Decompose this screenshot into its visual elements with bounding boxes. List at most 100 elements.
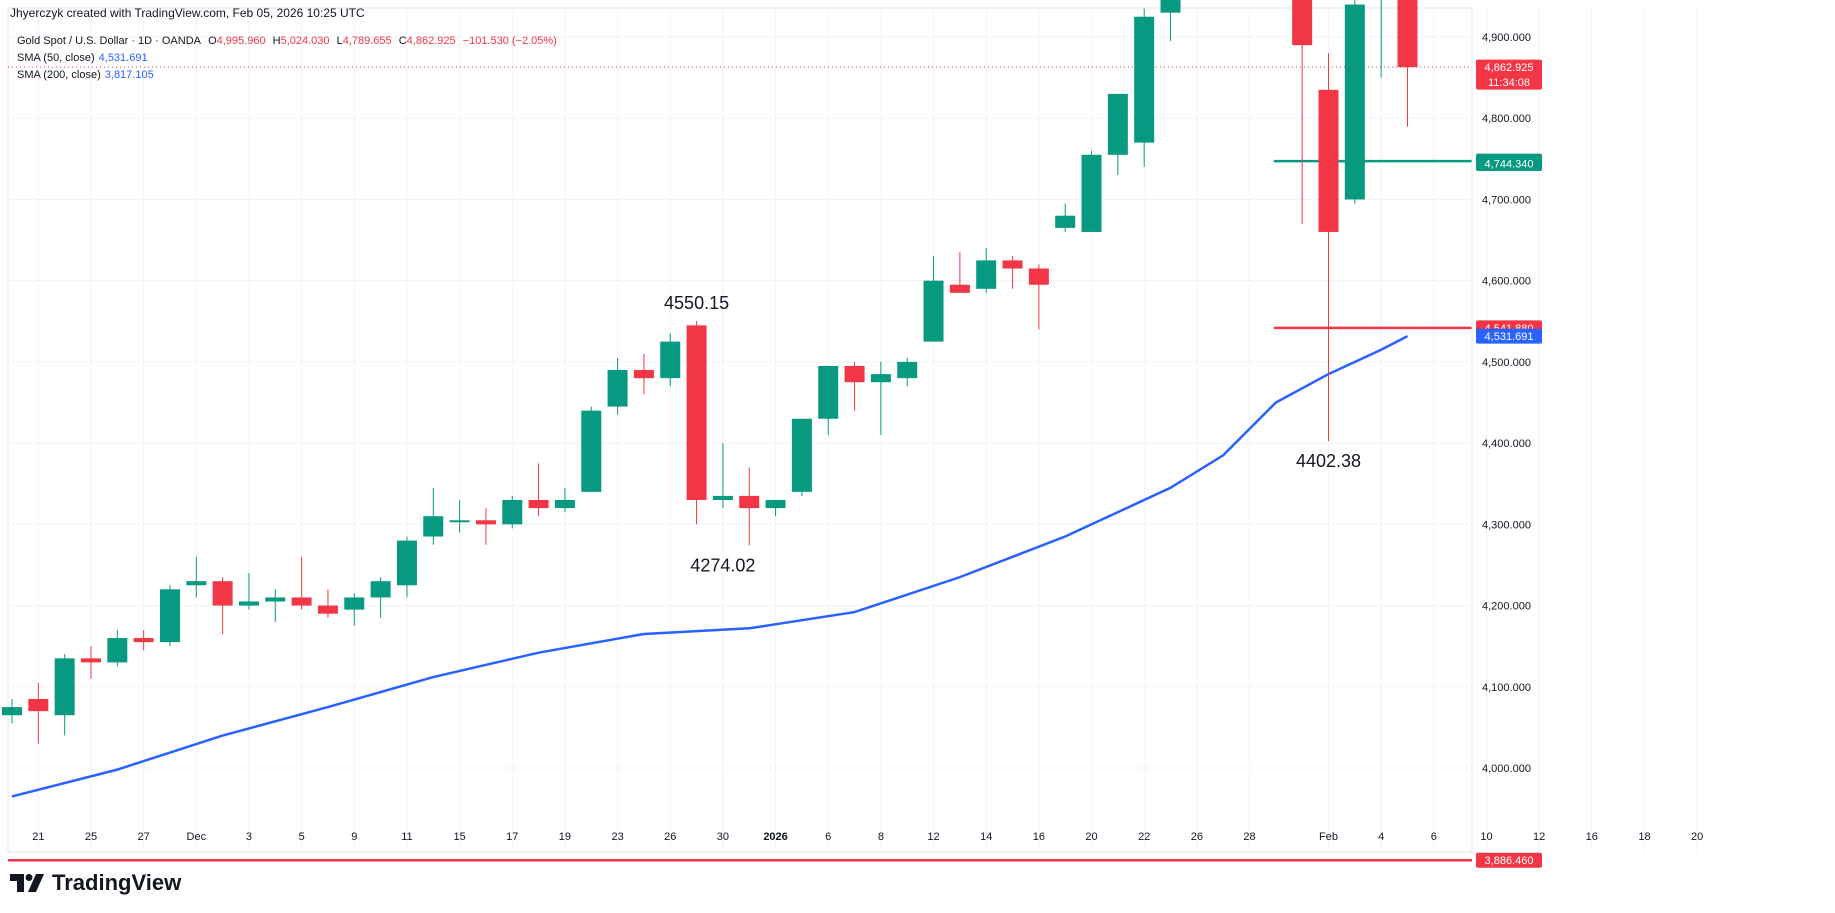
time-tick-label: 27 <box>138 831 150 843</box>
sma-50-line <box>11 335 1409 798</box>
time-tick-label: 26 <box>1191 831 1203 843</box>
time-tick-label: 12 <box>1533 831 1545 843</box>
candle-body <box>1344 4 1365 200</box>
candle-up <box>344 593 365 626</box>
legend-sma200-row[interactable]: SMA (200, close) 3,817.105 <box>17 67 561 84</box>
price-annotation: 4274.02 <box>690 555 755 575</box>
candle-up <box>1055 203 1076 232</box>
price-tag: 4,744.340 <box>1476 155 1542 171</box>
time-tick-label: 28 <box>1243 831 1255 843</box>
candle-body <box>686 325 707 500</box>
time-tick-label: 11 <box>401 831 412 843</box>
price-tick-label: 4,100.000 <box>1482 682 1531 694</box>
candle-body <box>712 495 733 500</box>
price-tick-label: 4,400.000 <box>1482 438 1531 450</box>
candle-body <box>370 581 391 598</box>
low-label: L <box>336 35 343 47</box>
horizontal-levels <box>8 66 1472 862</box>
time-tick-label: 2026 <box>763 831 787 843</box>
symbol-title[interactable]: Gold Spot / U.S. Dollar · 1D · OANDA <box>17 35 201 47</box>
open-label: O <box>208 35 217 47</box>
candle-down <box>1397 0 1418 127</box>
candle-down <box>686 321 707 525</box>
candle-body <box>1318 89 1339 232</box>
candle-down <box>80 646 101 679</box>
price-tick-label: 4,700.000 <box>1482 194 1531 206</box>
time-tick-label: 20 <box>1085 831 1097 843</box>
candle-up <box>238 573 259 610</box>
sma-50-path <box>11 335 1409 798</box>
candle-body <box>1002 260 1023 269</box>
time-tick-label: Dec <box>187 831 207 843</box>
price-tag-bg <box>1476 59 1542 90</box>
time-tick-label: 6 <box>1431 831 1437 843</box>
price-tick-label: 4,300.000 <box>1482 519 1531 531</box>
tradingview-brand[interactable]: TradingView <box>10 870 181 896</box>
candle-body <box>159 589 180 643</box>
chart-grid <box>7 7 1698 853</box>
candle-body <box>528 499 549 509</box>
time-tick-label: 19 <box>559 831 571 843</box>
plot-frame <box>7 7 1473 853</box>
candle-body <box>107 638 128 663</box>
candle-up <box>554 487 575 513</box>
candle-up <box>1160 0 1181 42</box>
price-tag-bg <box>1476 852 1542 868</box>
candle-up <box>1344 0 1365 204</box>
candle-body <box>607 370 628 407</box>
candle-up <box>107 629 128 667</box>
candle-up <box>818 365 839 435</box>
legend-sma50-row[interactable]: SMA (50, close) 4,531.691 <box>17 50 561 67</box>
tradingview-logo-icon <box>10 874 44 892</box>
candle-body <box>28 698 49 712</box>
candle-up <box>581 406 602 492</box>
time-axis: 21 25 27 Dec 3 5 9 11 15 17 19 23 26 30 2026 6 8 12 14 16 20… <box>32 831 1703 843</box>
candle-body <box>475 520 496 525</box>
price-tick-label: 4,200.000 <box>1482 601 1531 613</box>
candle-body <box>54 658 75 716</box>
price-tag-bg <box>1476 328 1542 344</box>
time-tick-label: 30 <box>717 831 729 843</box>
candle-up <box>712 443 733 509</box>
candle-body <box>317 605 338 614</box>
price-annotation: 4550.15 <box>664 293 729 313</box>
candle-body <box>923 280 944 342</box>
price-annotation: 4402.38 <box>1296 451 1361 471</box>
candle-body <box>791 418 812 492</box>
price-tag-label: 4,862.925 <box>1485 62 1534 74</box>
price-tick-label: 4,000.000 <box>1482 763 1531 775</box>
candle-body <box>1134 16 1155 143</box>
price-tag: 3,886.460 <box>1476 852 1542 868</box>
candle-up <box>186 556 207 598</box>
high-label: H <box>272 35 281 47</box>
candle-up <box>1107 93 1128 176</box>
candle-body <box>554 499 575 509</box>
high-value: 5,024.030 <box>280 35 330 47</box>
time-tick-label: 16 <box>1586 831 1598 843</box>
countdown-label: 11:34:08 <box>1488 77 1530 89</box>
candle-up <box>897 357 918 387</box>
candle-up <box>1380 0 1382 78</box>
price-tags: 5,602.2305,143.8905,002.3104,747.1504,54… <box>1476 59 1542 868</box>
candle-body <box>1055 215 1076 228</box>
candle-down <box>475 508 496 545</box>
candle-up <box>396 536 417 598</box>
candle-up <box>423 487 444 545</box>
candle-down <box>1028 264 1049 330</box>
candle-up <box>607 357 628 415</box>
candle-up <box>449 499 470 533</box>
close-value: 4,862.925 <box>406 35 456 47</box>
low-value: 4,789.655 <box>342 35 392 47</box>
time-tick-label: 25 <box>85 831 97 843</box>
change-value: −101.530 (−2.05%) <box>462 35 557 47</box>
candle-body <box>1107 93 1128 155</box>
sma50-value: 4,531.691 <box>98 52 148 64</box>
candle-body <box>238 601 259 606</box>
candle-body <box>976 260 997 289</box>
candle-body <box>660 341 681 379</box>
candle-up <box>765 499 786 517</box>
candle-down <box>1002 256 1023 289</box>
time-tick-label: 26 <box>664 831 676 843</box>
price-tick-label: 4,800.000 <box>1482 113 1531 125</box>
